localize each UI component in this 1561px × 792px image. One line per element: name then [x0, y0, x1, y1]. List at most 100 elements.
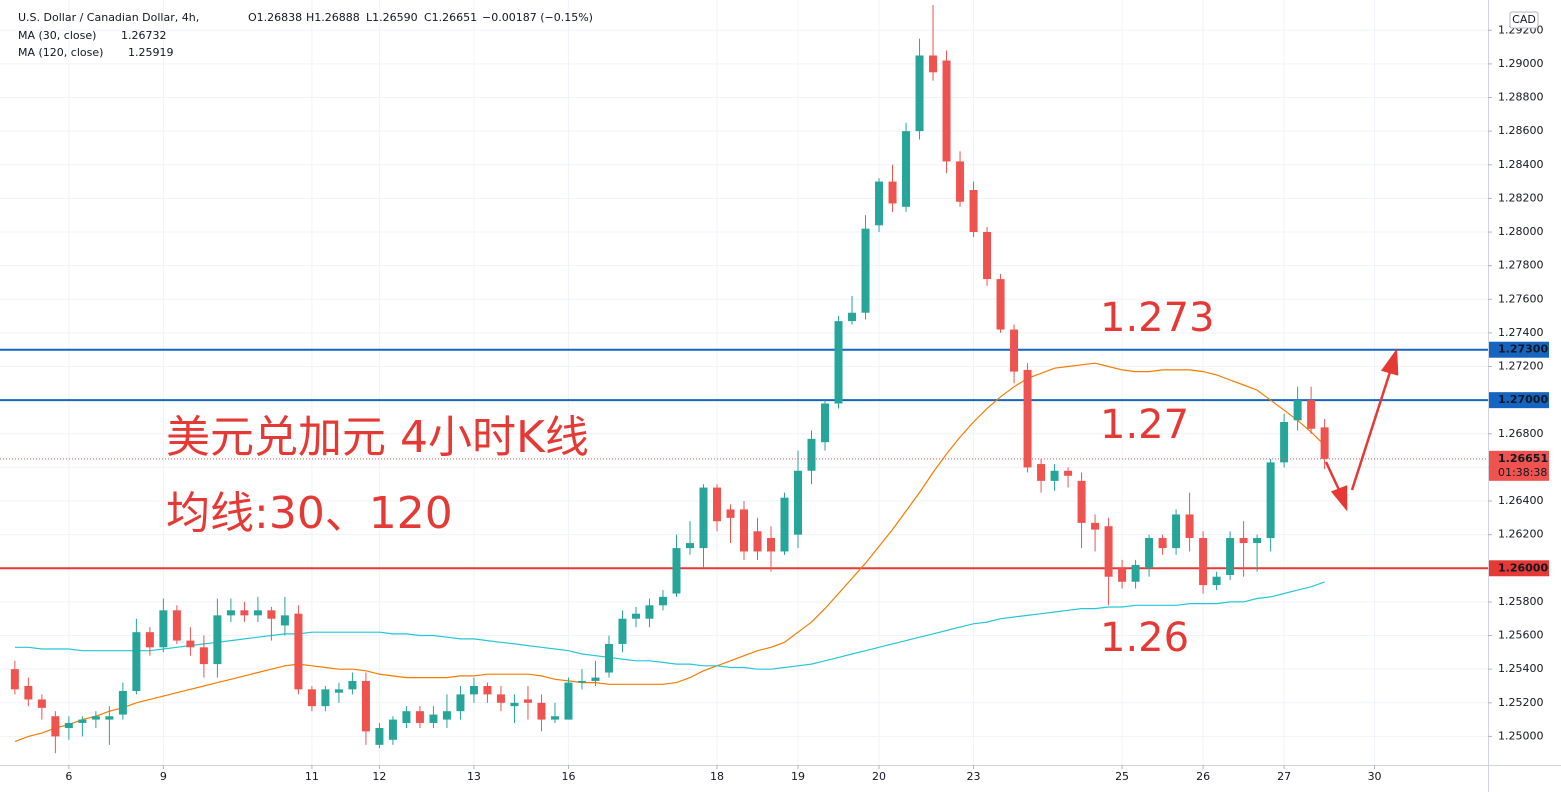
candle-body — [456, 694, 465, 712]
candle-body — [712, 487, 721, 522]
candle-body — [469, 685, 478, 695]
last-price-tag — [1489, 450, 1549, 481]
candle-body — [875, 181, 884, 226]
price-tag-label: 1.26000 — [1498, 561, 1548, 574]
currency-box — [1509, 11, 1539, 29]
candle-body — [1280, 422, 1289, 463]
candle-body — [186, 640, 195, 648]
x-tick-label: 30 — [1368, 770, 1382, 783]
x-tick-label: 19 — [791, 770, 805, 783]
candle-body — [1104, 526, 1113, 577]
arrows — [1324, 348, 1399, 512]
candle-body — [51, 716, 60, 737]
price-tag-label: 1.27000 — [1498, 393, 1548, 406]
candle-body — [483, 685, 492, 695]
candle-body — [78, 719, 87, 723]
candle-body — [91, 716, 100, 720]
candle-body — [1253, 538, 1262, 544]
candle-body — [1307, 400, 1316, 429]
candle-body — [1266, 462, 1275, 539]
plot — [0, 5, 1488, 754]
candle-body — [1064, 470, 1073, 476]
ohlc-label: H1.26888 — [306, 11, 360, 24]
candle-body — [564, 682, 573, 720]
candle-body — [645, 605, 654, 619]
candle-body — [1212, 576, 1221, 586]
candle-body — [1131, 564, 1140, 582]
candle-body — [267, 610, 276, 619]
candle-body — [672, 548, 681, 594]
candle-body — [145, 632, 154, 648]
candle-body — [848, 312, 857, 322]
candle-body — [307, 689, 316, 707]
title: U.S. Dollar / Canadian Dollar, 4h, — [18, 11, 199, 24]
axes: 1.250001.252001.254001.256001.258001.260… — [65, 11, 1549, 783]
candle-body — [685, 543, 694, 549]
candle-body — [740, 509, 748, 552]
candle-body — [1320, 427, 1329, 459]
candle-body — [240, 610, 249, 616]
y-tick-label: 1.25400 — [1498, 662, 1544, 675]
countdown: 01:38:38 — [1498, 466, 1547, 479]
y-tick-label: 1.26800 — [1498, 427, 1544, 440]
arrow-head — [1330, 485, 1348, 512]
candle-body — [199, 647, 208, 665]
candle-body — [402, 711, 411, 723]
candle-body — [1239, 538, 1248, 544]
candle-body — [1023, 369, 1032, 468]
annotation: 1.26 — [1100, 615, 1189, 661]
arrow-down — [1324, 461, 1342, 493]
candle-body — [226, 610, 235, 616]
candle-body — [794, 470, 803, 535]
y-tick-label: 1.27400 — [1498, 326, 1544, 339]
x-tick-label: 13 — [467, 770, 481, 783]
candle-body — [523, 699, 532, 703]
ohlc-label: −0.00187 (−0.15%) — [482, 11, 593, 24]
ohlc-label: C1.26651 — [424, 11, 477, 24]
candle-body — [942, 60, 951, 162]
candle-body — [861, 228, 870, 313]
candle-body — [334, 689, 343, 693]
candle-body — [1118, 568, 1127, 582]
legend-value: 1.25919 — [128, 46, 174, 59]
candle-body — [929, 55, 938, 73]
y-tick-label: 1.26200 — [1498, 528, 1544, 541]
candle-body — [753, 531, 762, 552]
candle-body — [902, 131, 911, 207]
currency: CAD — [1512, 13, 1536, 26]
candle-body — [253, 610, 262, 616]
candle-body — [10, 669, 19, 690]
candle-body — [388, 719, 397, 740]
price-tag-label: 1.27300 — [1498, 343, 1548, 356]
y-tick-label: 1.28200 — [1498, 191, 1544, 204]
candle-body — [1091, 522, 1100, 530]
candle-body — [767, 538, 776, 552]
x-tick-label: 18 — [710, 770, 724, 783]
candle-body — [550, 716, 559, 720]
price-tag — [1489, 392, 1549, 409]
legend-name: MA (30, close) — [18, 29, 96, 42]
x-tick-label: 25 — [1115, 770, 1129, 783]
candle-body — [105, 716, 114, 720]
x-tick-label: 6 — [65, 770, 72, 783]
candle-body — [1145, 538, 1154, 569]
candle-body — [726, 509, 735, 518]
candle-body — [577, 680, 586, 683]
candle-body — [996, 279, 1005, 330]
x-tick-label: 26 — [1196, 770, 1210, 783]
x-tick-label: 20 — [872, 770, 886, 783]
candle-body — [375, 728, 384, 745]
candle-body — [510, 702, 519, 707]
ohlc-label: L1.26590 — [366, 11, 418, 24]
ma-line — [14, 581, 1325, 670]
legend-value: 1.26732 — [121, 29, 167, 42]
candle-body — [132, 632, 141, 692]
ohlc-label: O1.26838 — [248, 11, 302, 24]
y-tick-label: 1.25800 — [1498, 595, 1544, 608]
candle-body — [429, 714, 438, 723]
price-tag — [1489, 341, 1549, 358]
x-tick-label: 23 — [967, 770, 981, 783]
candle-body — [1226, 538, 1235, 576]
